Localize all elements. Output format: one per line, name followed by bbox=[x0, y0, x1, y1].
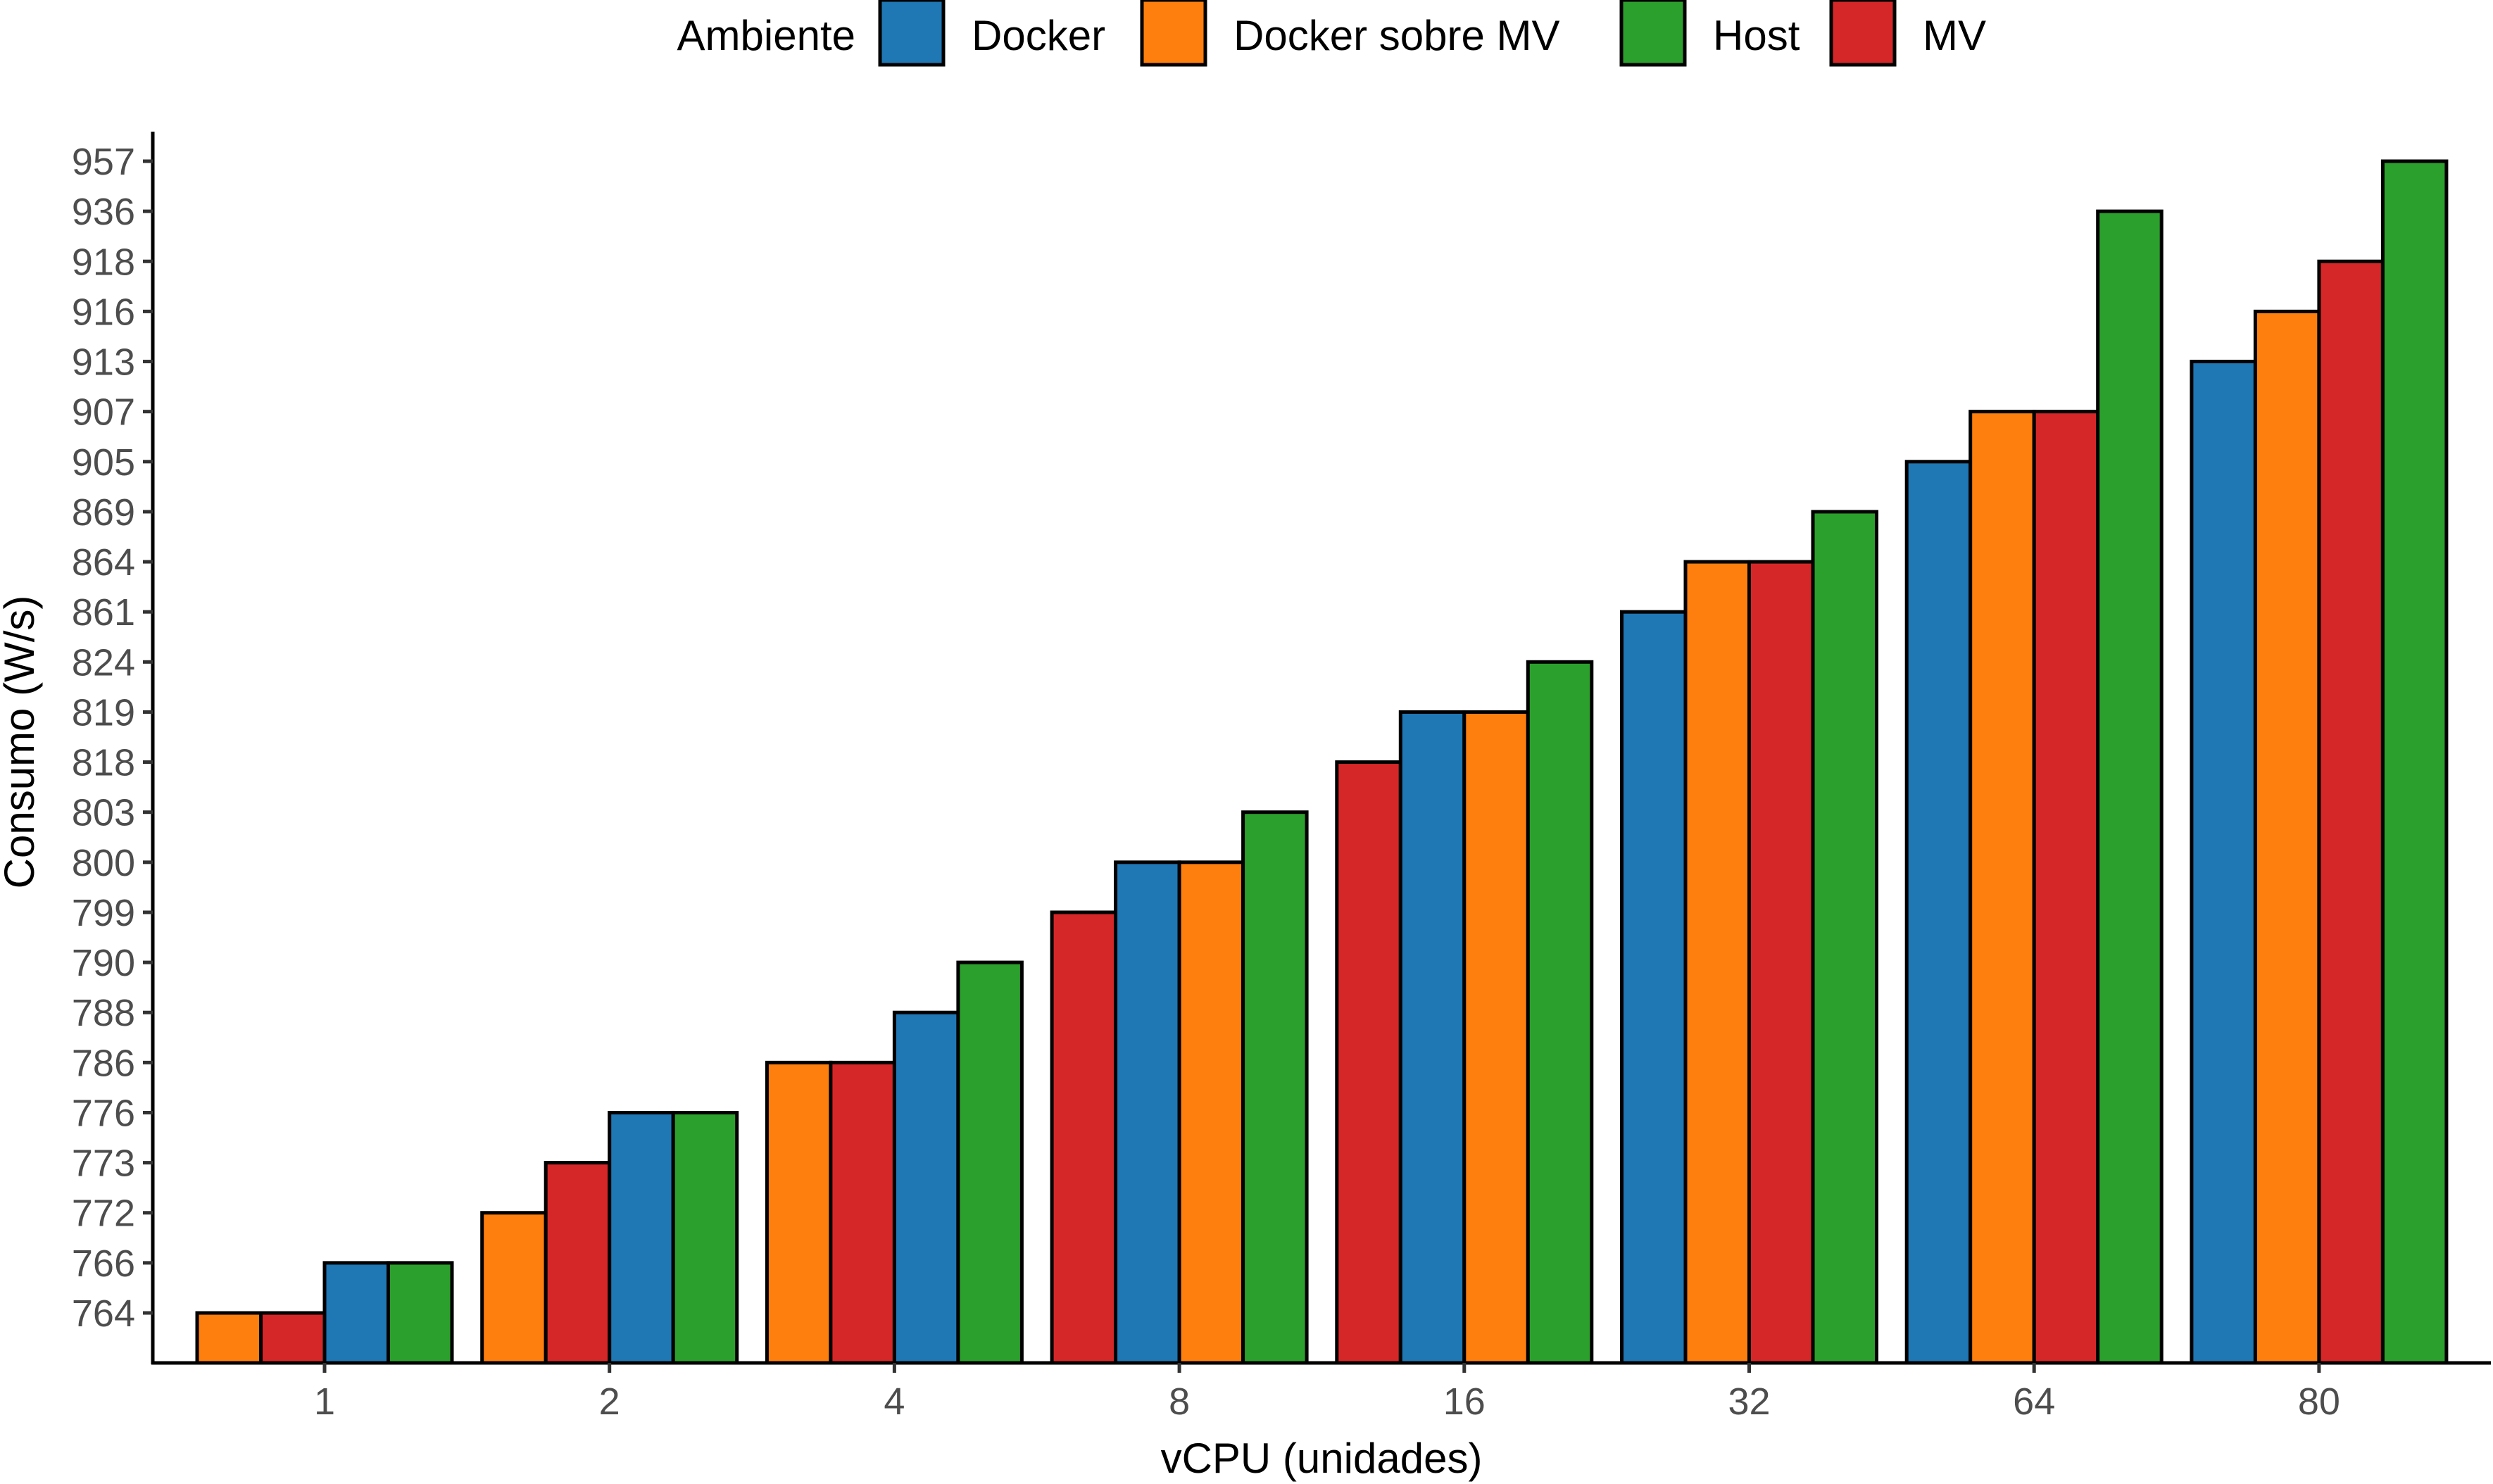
y-tick-label: 772 bbox=[72, 1193, 135, 1235]
y-tick-label: 803 bbox=[72, 792, 135, 834]
y-tick-label: 819 bbox=[72, 691, 135, 734]
legend-swatch bbox=[878, 0, 946, 67]
bar bbox=[765, 1060, 833, 1365]
y-tick-label: 790 bbox=[72, 942, 135, 984]
bar bbox=[1526, 660, 1594, 1365]
bar-group bbox=[195, 1261, 454, 1365]
bar-group bbox=[1050, 810, 1309, 1365]
y-tick-label: 788 bbox=[72, 992, 135, 1034]
legend-label: MV bbox=[1923, 12, 1986, 59]
bar bbox=[956, 960, 1024, 1365]
y-tick-label: 861 bbox=[72, 591, 135, 634]
x-tick-label: 2 bbox=[599, 1381, 620, 1423]
bar bbox=[1462, 710, 1530, 1365]
x-tick-label: 4 bbox=[884, 1381, 905, 1423]
bar bbox=[671, 1110, 739, 1365]
y-tick-label: 864 bbox=[72, 541, 135, 584]
x-axis-ticks: 1 2 4 8 16 32 64 80 bbox=[314, 1363, 2340, 1423]
y-tick-label: 957 bbox=[72, 141, 135, 183]
bar bbox=[195, 1311, 263, 1365]
bar bbox=[2253, 309, 2321, 1365]
bar bbox=[1114, 860, 1181, 1365]
bar bbox=[608, 1110, 675, 1365]
y-tick-label: 916 bbox=[72, 291, 135, 333]
x-tick-label: 64 bbox=[2013, 1381, 2055, 1423]
bar bbox=[1335, 760, 1402, 1365]
legend-swatch bbox=[1829, 0, 1897, 67]
legend-label: Host bbox=[1713, 12, 1800, 59]
legend-label: Docker sobre MV bbox=[1233, 12, 1559, 59]
bar bbox=[2317, 259, 2385, 1365]
bar bbox=[1968, 410, 2036, 1365]
y-tick-label: 773 bbox=[72, 1143, 135, 1185]
legend-title: Ambiente bbox=[677, 12, 855, 59]
bar bbox=[829, 1060, 896, 1365]
bar bbox=[322, 1261, 390, 1365]
bar bbox=[1241, 810, 1309, 1365]
y-tick-label: 764 bbox=[72, 1293, 135, 1335]
y-tick-label: 766 bbox=[72, 1243, 135, 1285]
axes bbox=[151, 132, 2491, 1365]
x-tick-label: 1 bbox=[314, 1381, 335, 1423]
bar-group bbox=[480, 1110, 739, 1365]
legend-label: Docker bbox=[972, 12, 1105, 59]
bar bbox=[1811, 510, 1878, 1365]
y-tick-label: 913 bbox=[72, 341, 135, 384]
bars bbox=[195, 159, 2449, 1365]
bar bbox=[387, 1261, 454, 1365]
bar bbox=[480, 1211, 548, 1365]
legend-item: Docker bbox=[878, 0, 1105, 67]
bar-group bbox=[1904, 209, 2164, 1365]
x-tick-label: 80 bbox=[2298, 1381, 2340, 1423]
y-tick-label: 776 bbox=[72, 1092, 135, 1134]
legend-item: Host bbox=[1619, 0, 1800, 67]
bar bbox=[1398, 710, 1467, 1365]
x-tick-label: 8 bbox=[1169, 1381, 1190, 1423]
x-tick-label: 16 bbox=[1443, 1381, 1486, 1423]
bar bbox=[2032, 410, 2100, 1365]
bar bbox=[892, 1010, 960, 1365]
legend-item: Docker sobre MV bbox=[1140, 0, 1559, 67]
bar bbox=[1904, 460, 1973, 1365]
y-tick-label: 824 bbox=[72, 641, 135, 684]
bar-group bbox=[1335, 660, 1594, 1365]
y-tick-label: 786 bbox=[72, 1042, 135, 1084]
bar bbox=[1683, 560, 1751, 1365]
bar-group bbox=[765, 960, 1024, 1365]
y-tick-label: 936 bbox=[72, 191, 135, 233]
y-tick-label: 818 bbox=[72, 742, 135, 784]
y-axis-ticks: 764 766 772 773 776 786 788 790 799 800 803 818 819 8… bbox=[72, 141, 153, 1335]
y-tick-label: 918 bbox=[72, 241, 135, 283]
bar-group bbox=[2190, 159, 2449, 1365]
legend-swatch bbox=[1140, 0, 1207, 67]
bar bbox=[1050, 910, 1118, 1365]
x-axis-title: vCPU (unidades) bbox=[1161, 1435, 1483, 1482]
bar bbox=[259, 1311, 327, 1365]
bar bbox=[1747, 560, 1815, 1365]
legend-item: MV bbox=[1829, 0, 1986, 67]
legend-swatch bbox=[1619, 0, 1687, 67]
bar bbox=[2190, 360, 2257, 1365]
bar-group bbox=[1620, 510, 1878, 1365]
y-tick-label: 907 bbox=[72, 391, 135, 434]
bar bbox=[1620, 610, 1688, 1365]
y-tick-label: 799 bbox=[72, 892, 135, 934]
legend: Ambiente Docker Docker sobre MV Host MV bbox=[677, 0, 1986, 67]
bar bbox=[2380, 159, 2449, 1365]
y-axis-title: Consumo (W/s) bbox=[0, 596, 43, 889]
bar bbox=[2096, 209, 2164, 1365]
y-tick-label: 800 bbox=[72, 842, 135, 884]
x-tick-label: 32 bbox=[1728, 1381, 1770, 1423]
bar bbox=[1177, 860, 1245, 1365]
bar bbox=[544, 1161, 612, 1365]
y-tick-label: 905 bbox=[72, 441, 135, 484]
y-tick-label: 869 bbox=[72, 491, 135, 534]
